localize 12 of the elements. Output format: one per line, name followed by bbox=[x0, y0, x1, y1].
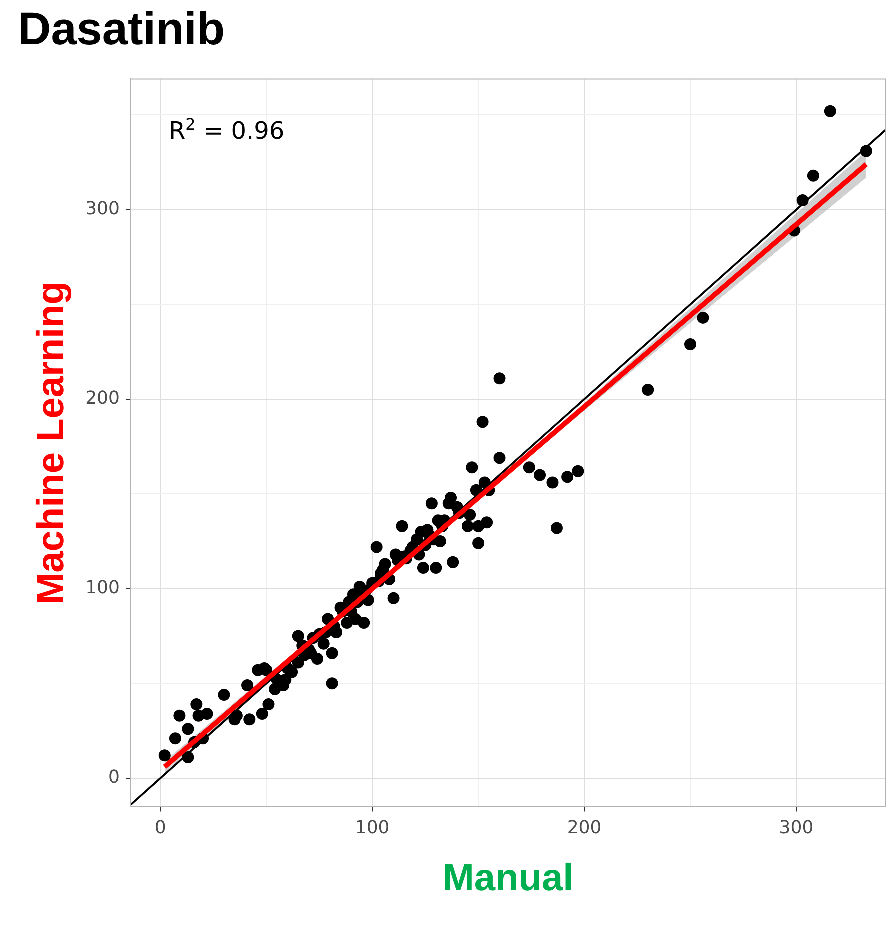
y-tick-label: 200 bbox=[86, 388, 120, 410]
y-tick-label: 100 bbox=[86, 578, 120, 599]
x-axis-title: Manual bbox=[442, 858, 574, 900]
y-tick-label: 300 bbox=[86, 198, 120, 220]
x-tick-label: 300 bbox=[779, 817, 814, 838]
x-tick-label: 0 bbox=[154, 817, 166, 838]
x-tick-label: 200 bbox=[567, 817, 602, 838]
y-axis-title: Machine Learning bbox=[30, 281, 72, 605]
chart-title: Dasatinib bbox=[18, 2, 226, 54]
annotation: R$^{2}$ = 0.96 bbox=[168, 115, 285, 146]
y-tick-label: 0 bbox=[108, 767, 120, 788]
x-tick-label: 100 bbox=[355, 817, 390, 838]
